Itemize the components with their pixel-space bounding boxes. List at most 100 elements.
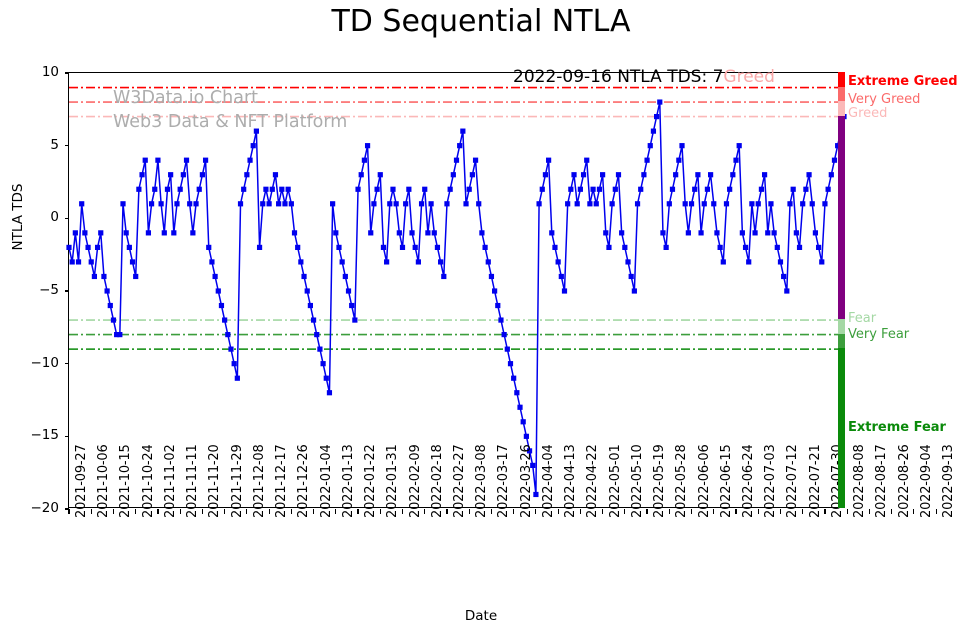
data-point: [558, 273, 564, 280]
x-tick-mark: [490, 509, 493, 514]
data-point: [717, 244, 723, 250]
x-tick-mark: [668, 509, 670, 514]
x-tick-label-text: 2022-01-31: [385, 444, 401, 518]
data-point: [269, 186, 275, 192]
band-label-extreme-greed: Extreme Greed: [848, 74, 958, 90]
data-point: [708, 172, 714, 178]
x-tick-label-text: 2022-08-17: [874, 444, 890, 518]
data-point: [739, 230, 745, 236]
annotation-sentiment: Greed: [723, 67, 775, 87]
x-tick-label-text: 2022-06-06: [696, 444, 712, 518]
data-point: [685, 230, 691, 236]
data-point: [91, 273, 98, 280]
data-point: [507, 361, 514, 367]
data-point: [314, 332, 320, 338]
x-tick-mark: [868, 509, 870, 514]
data-point: [260, 201, 266, 207]
band-label-greed: Greed: [848, 106, 888, 122]
x-tick-label-text: 2021-12-17: [274, 444, 290, 518]
data-point: [104, 288, 110, 294]
data-point: [628, 273, 634, 280]
data-point: [669, 186, 676, 192]
data-point: [498, 317, 504, 323]
y-tick-label: −10: [30, 354, 60, 371]
data-point: [530, 462, 536, 468]
watermark-line-2: Web3 Data & NFT Platform: [113, 112, 348, 132]
x-tick-mark: [846, 509, 848, 514]
data-point: [222, 317, 228, 323]
data-point: [320, 361, 326, 367]
x-tick-mark: [757, 509, 759, 514]
x-tick-mark: [802, 509, 804, 514]
data-point: [425, 230, 431, 236]
data-point: [657, 99, 663, 105]
sentiment-colorbar: [838, 72, 845, 508]
data-point: [387, 201, 393, 207]
x-tick-label-text: 2021-10-15: [118, 444, 134, 518]
data-point: [793, 230, 799, 236]
x-tick-mark: [513, 509, 515, 514]
x-tick-label-text: 2022-02-27: [451, 444, 467, 518]
x-tick-label-text: 2022-03-26: [518, 444, 534, 518]
data-point: [155, 157, 161, 163]
data-point: [266, 201, 272, 207]
data-point: [225, 332, 231, 338]
data-point: [603, 230, 609, 236]
data-point: [310, 317, 317, 323]
data-point: [822, 201, 828, 207]
data-point: [761, 172, 768, 178]
data-point: [812, 230, 819, 236]
colorbar-segment: [838, 319, 845, 334]
x-tick-mark: [312, 509, 315, 514]
x-tick-label-text: 2022-02-09: [407, 444, 423, 518]
y-tick-label: 5: [50, 136, 59, 153]
data-point: [482, 244, 488, 250]
data-point: [307, 302, 313, 309]
data-point: [107, 302, 113, 309]
y-tick-mark: [64, 508, 69, 510]
x-tick-mark: [935, 509, 937, 514]
data-point: [450, 172, 456, 178]
data-point: [215, 288, 221, 294]
data-point: [190, 230, 196, 236]
x-tick-mark: [157, 509, 159, 514]
x-tick-label-text: 2021-11-20: [207, 444, 223, 518]
x-tick-label-text: 2022-05-01: [607, 444, 623, 518]
data-point: [580, 172, 587, 178]
x-tick-mark: [446, 509, 448, 514]
data-point: [114, 332, 120, 338]
band-label-extreme-fear: Extreme Fear: [848, 420, 946, 436]
data-point: [673, 172, 679, 178]
data-point: [682, 201, 688, 207]
data-point: [129, 259, 136, 265]
data-point: [571, 172, 577, 178]
data-point: [364, 143, 371, 149]
annotation-text: 2022-09-16 NTLA TDS: 7: [513, 67, 724, 87]
data-point: [444, 201, 450, 207]
x-tick-mark: [379, 509, 381, 514]
data-point: [644, 157, 650, 163]
x-tick-label-text: 2022-04-04: [540, 444, 556, 518]
x-tick-mark: [246, 509, 248, 514]
x-tick-label-text: 2021-09-27: [74, 444, 89, 518]
x-tick-label-text: 2022-06-15: [718, 444, 734, 518]
data-point: [253, 128, 259, 134]
data-point: [301, 273, 307, 280]
threshold-lines: [69, 86, 844, 350]
data-point: [98, 230, 104, 236]
x-tick-label-text: 2022-03-08: [474, 444, 490, 518]
data-point: [485, 259, 491, 265]
data-point: [323, 375, 329, 381]
x-tick-label-text: 2022-09-13: [941, 444, 957, 518]
x-tick-mark: [401, 509, 404, 514]
x-tick-mark: [424, 509, 426, 514]
data-point: [825, 186, 831, 192]
data-point: [374, 186, 380, 192]
colorbar-segment: [838, 86, 845, 102]
data-point: [536, 201, 542, 207]
data-point: [781, 273, 787, 280]
y-tick-mark: [64, 435, 69, 437]
data-point: [634, 201, 641, 207]
data-point: [704, 186, 711, 192]
colorbar-segment: [838, 333, 845, 349]
